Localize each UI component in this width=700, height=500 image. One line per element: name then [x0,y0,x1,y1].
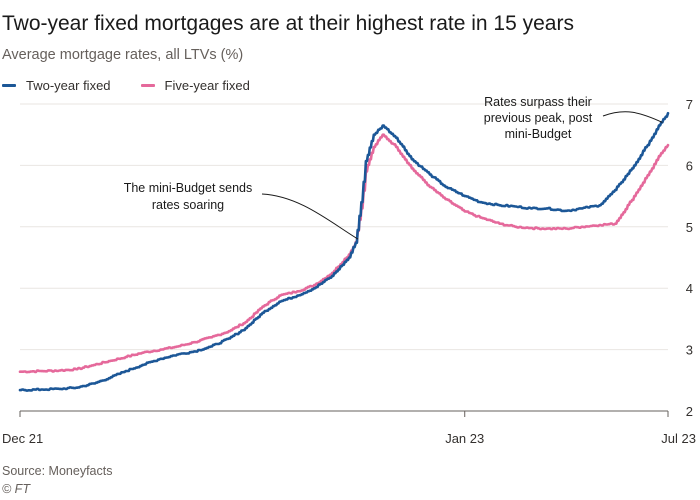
y-tick-label-7: 7 [686,97,693,112]
legend-swatch-two-year [2,84,16,87]
chart-title: Two-year fixed mortgages are at their hi… [2,12,574,35]
annotation-mini-budget-line-0: The mini-Budget sends [124,181,253,195]
legend-item-five-year: Five-year fixed [140,78,250,93]
y-tick-label-6: 6 [686,158,693,173]
source-note: Source: Moneyfacts [2,464,113,478]
legend-label-five-year: Five-year fixed [164,78,250,93]
legend-label-two-year: Two-year fixed [26,78,111,93]
annotation-connector-mini-budget [261,193,359,240]
legend-item-two-year: Two-year fixed [2,78,111,93]
annotation-connector-previous-peak [602,111,663,123]
y-tick-label-5: 5 [686,220,693,235]
legend: Two-year fixed Five-year fixed [2,78,280,93]
x-tick-label-1: Jan 23 [445,431,484,446]
chart-subtitle: Average mortgage rates, all LTVs (%) [2,47,244,63]
annotation-mini-budget-line-1: rates soaring [152,198,224,212]
series-line-two-year [18,111,670,392]
y-tick-label-2: 2 [686,404,693,419]
legend-swatch-five-year [140,84,155,87]
y-tick-label-3: 3 [686,343,693,358]
annotation-previous-peak-line-2: mini-Budget [505,127,572,141]
y-tick-label-4: 4 [686,281,693,296]
series-line-five-year [18,133,670,374]
ft-credit: © FT [2,482,30,496]
x-tick-label-2: Jul 23 [661,431,696,446]
annotation-previous-peak-line-1: previous peak, post [484,111,593,125]
annotation-previous-peak-line-0: Rates surpass their [484,95,592,109]
x-tick-label-0: Dec 21 [2,431,43,446]
